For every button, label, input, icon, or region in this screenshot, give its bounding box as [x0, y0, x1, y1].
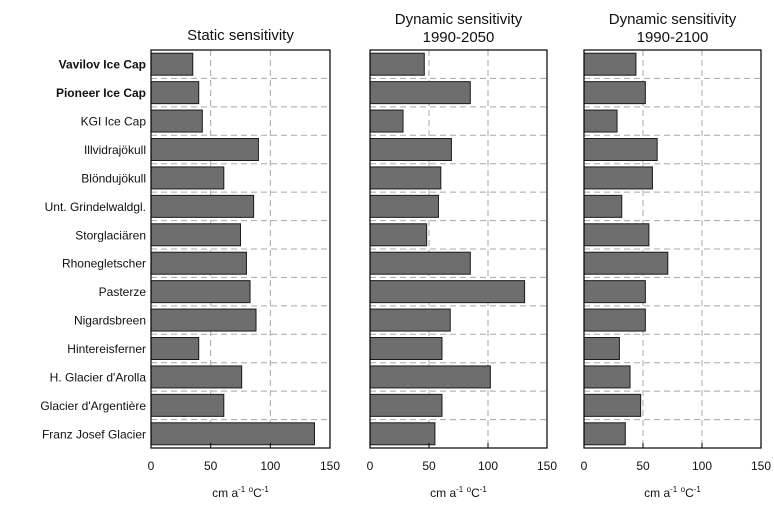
bar-bl-nduj-kull — [369, 166, 442, 190]
panel-title: Dynamic sensitivity 1990-2100 — [609, 11, 737, 46]
x-tick-label: 0 — [367, 459, 374, 473]
bar-hintereisferner — [369, 337, 443, 360]
bar-vavilov-ice-cap — [150, 52, 194, 76]
category-label: Storglaciären — [75, 228, 146, 242]
x-tick-label: 0 — [581, 459, 588, 473]
category-label: Illvidrajökull — [84, 143, 146, 157]
bar-vavilov-ice-cap — [369, 52, 425, 76]
bar-kgi-ice-cap — [583, 109, 618, 133]
plot-frame — [583, 49, 762, 449]
panel-2: Dynamic sensitivity 1990-2050 0 50 100 150 cm … — [367, 11, 558, 500]
bar-pasterze — [583, 280, 646, 304]
bar-nigardsbreen — [369, 308, 451, 332]
category-label: Franz Josef Glacier — [42, 427, 146, 441]
bar-unt-grindelwaldgl- — [150, 194, 255, 218]
x-tick-label: 100 — [260, 459, 280, 473]
category-label: Rhonegletscher — [62, 257, 146, 271]
bar-bl-nduj-kull — [150, 166, 225, 190]
x-tick-label: 150 — [320, 459, 340, 473]
bar-pasterze — [369, 280, 526, 304]
x-tick-label: 150 — [537, 459, 557, 473]
category-label: Glacier d'Argentière — [40, 399, 146, 413]
bar-illvidraj-kull — [369, 138, 452, 161]
bar-rhonegletscher — [150, 251, 247, 275]
bar-pasterze — [150, 280, 251, 304]
x-tick-label: 100 — [478, 459, 498, 473]
bar-bl-nduj-kull — [583, 166, 653, 190]
x-tick-label: 50 — [204, 459, 218, 473]
panel-title: Static sensitivity — [187, 27, 294, 44]
bar-vavilov-ice-cap — [583, 52, 637, 76]
x-axis-label: cm a-1 oC-1 — [644, 485, 701, 500]
bar-h-glacier-d-arolla — [369, 365, 491, 389]
bar-glacier-d-argenti-re — [150, 393, 225, 417]
category-label: Pioneer Ice Cap — [56, 86, 146, 100]
bar-glacier-d-argenti-re — [583, 393, 642, 417]
plot-frame — [150, 49, 331, 449]
bar-h-glacier-d-arolla — [583, 365, 631, 389]
bar-hintereisferner — [583, 337, 620, 360]
bar-unt-grindelwaldgl- — [369, 194, 439, 218]
category-label: Blöndujökull — [81, 171, 146, 185]
bar-kgi-ice-cap — [150, 109, 203, 133]
category-label: Unt. Grindelwaldgl. — [45, 200, 146, 214]
bar-hintereisferner — [150, 337, 200, 360]
bar-illvidraj-kull — [583, 138, 658, 161]
bar-unt-grindelwaldgl- — [583, 194, 623, 218]
bar-storglaci-ren — [369, 223, 428, 247]
x-tick-label: 50 — [422, 459, 436, 473]
panel-title: Dynamic sensitivity 1990-2050 — [395, 11, 523, 46]
bar-franz-josef-glacier — [369, 422, 436, 446]
bar-pioneer-ice-cap — [583, 81, 646, 105]
bar-rhonegletscher — [583, 251, 669, 275]
bar-h-glacier-d-arolla — [150, 365, 243, 389]
x-tick-label: 0 — [148, 459, 155, 473]
panel-3: Dynamic sensitivity 1990-2100 0 50 100 150 cm … — [581, 11, 772, 500]
x-tick-label: 150 — [751, 459, 771, 473]
bar-nigardsbreen — [583, 308, 646, 332]
category-label: Vavilov Ice Cap — [59, 58, 146, 72]
bar-storglaci-ren — [583, 223, 650, 247]
category-label: H. Glacier d'Arolla — [50, 370, 147, 384]
bar-glacier-d-argenti-re — [369, 393, 443, 417]
bar-storglaci-ren — [150, 223, 241, 247]
x-tick-label: 100 — [692, 459, 712, 473]
bar-rhonegletscher — [369, 251, 471, 275]
category-label: Nigardsbreen — [74, 314, 146, 328]
x-tick-label: 50 — [636, 459, 650, 473]
category-label: KGI Ice Cap — [81, 115, 147, 129]
bar-franz-josef-glacier — [583, 422, 626, 446]
bar-franz-josef-glacier — [150, 422, 315, 446]
x-axis-label: cm a-1 oC-1 — [212, 485, 269, 500]
bar-nigardsbreen — [150, 308, 257, 332]
bar-kgi-ice-cap — [369, 109, 404, 133]
x-axis-label: cm a-1 oC-1 — [430, 485, 487, 500]
category-label: Hintereisferner — [67, 342, 146, 356]
plot-frame — [369, 49, 548, 449]
bar-pioneer-ice-cap — [150, 81, 200, 105]
category-label: Pasterze — [99, 285, 147, 299]
panel-1: Static sensitivity 0 50 100 150 cm a-1 oC-1 — [148, 27, 341, 500]
bar-pioneer-ice-cap — [369, 81, 471, 105]
bar-illvidraj-kull — [150, 138, 259, 161]
